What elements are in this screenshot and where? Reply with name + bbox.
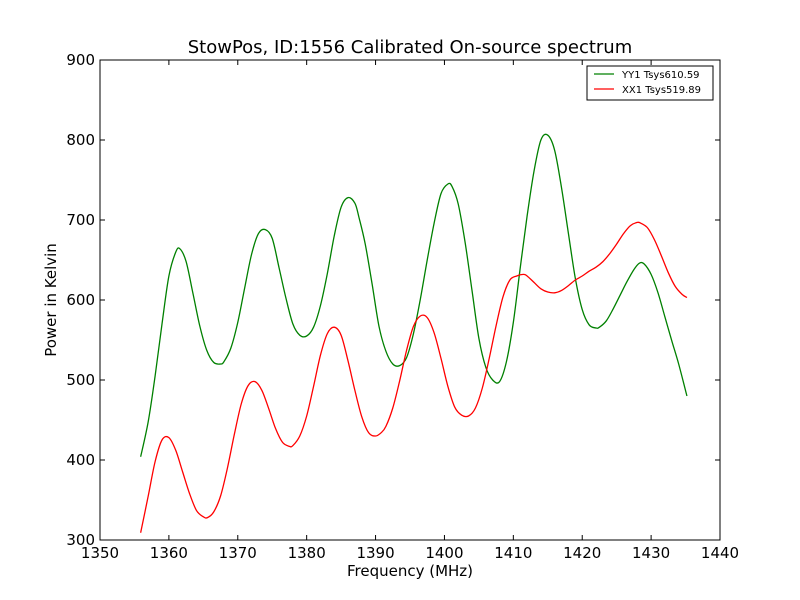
x-tick-label: 1360 <box>150 544 188 562</box>
y-axis-ticks: 300 400 500 600 700 800 900 <box>66 51 720 549</box>
x-tick-label: 1400 <box>425 544 463 562</box>
chart-title: StowPos, ID:1556 Calibrated On-source sp… <box>188 37 633 58</box>
y-tick-label: 400 <box>66 451 95 469</box>
y-tick-label: 800 <box>66 131 95 149</box>
y-tick-label: 500 <box>66 371 95 389</box>
y-tick-label: 900 <box>66 51 95 69</box>
legend: YY1 Tsys610.59 XX1 Tsys519.89 <box>586 65 714 101</box>
y-tick-label: 700 <box>66 211 95 229</box>
x-tick-label: 1430 <box>632 544 670 562</box>
x-tick-label: 1390 <box>356 544 394 562</box>
x-tick-label: 1370 <box>219 544 257 562</box>
x-tick-label: 1420 <box>563 544 601 562</box>
legend-label: YY1 Tsys610.59 <box>621 70 700 81</box>
x-tick-label: 1410 <box>494 544 532 562</box>
x-tick-label: 1380 <box>288 544 326 562</box>
y-tick-label: 600 <box>66 291 95 309</box>
x-tick-label: 1350 <box>81 544 119 562</box>
legend-box <box>586 65 714 101</box>
series-line-xx1 <box>140 221 688 533</box>
y-tick-label: 300 <box>66 531 95 549</box>
series-line-yy1 <box>140 133 688 457</box>
x-tick-label: 1440 <box>701 544 739 562</box>
legend-label: XX1 Tsys519.89 <box>622 85 701 96</box>
x-axis-ticks: 1350 1360 1370 1380 1390 1400 1410 1420 1430 1440 <box>81 60 739 562</box>
series-layer <box>140 133 688 533</box>
x-axis-title: Frequency (MHz) <box>347 562 473 580</box>
y-axis-title: Power in Kelvin <box>42 243 60 357</box>
